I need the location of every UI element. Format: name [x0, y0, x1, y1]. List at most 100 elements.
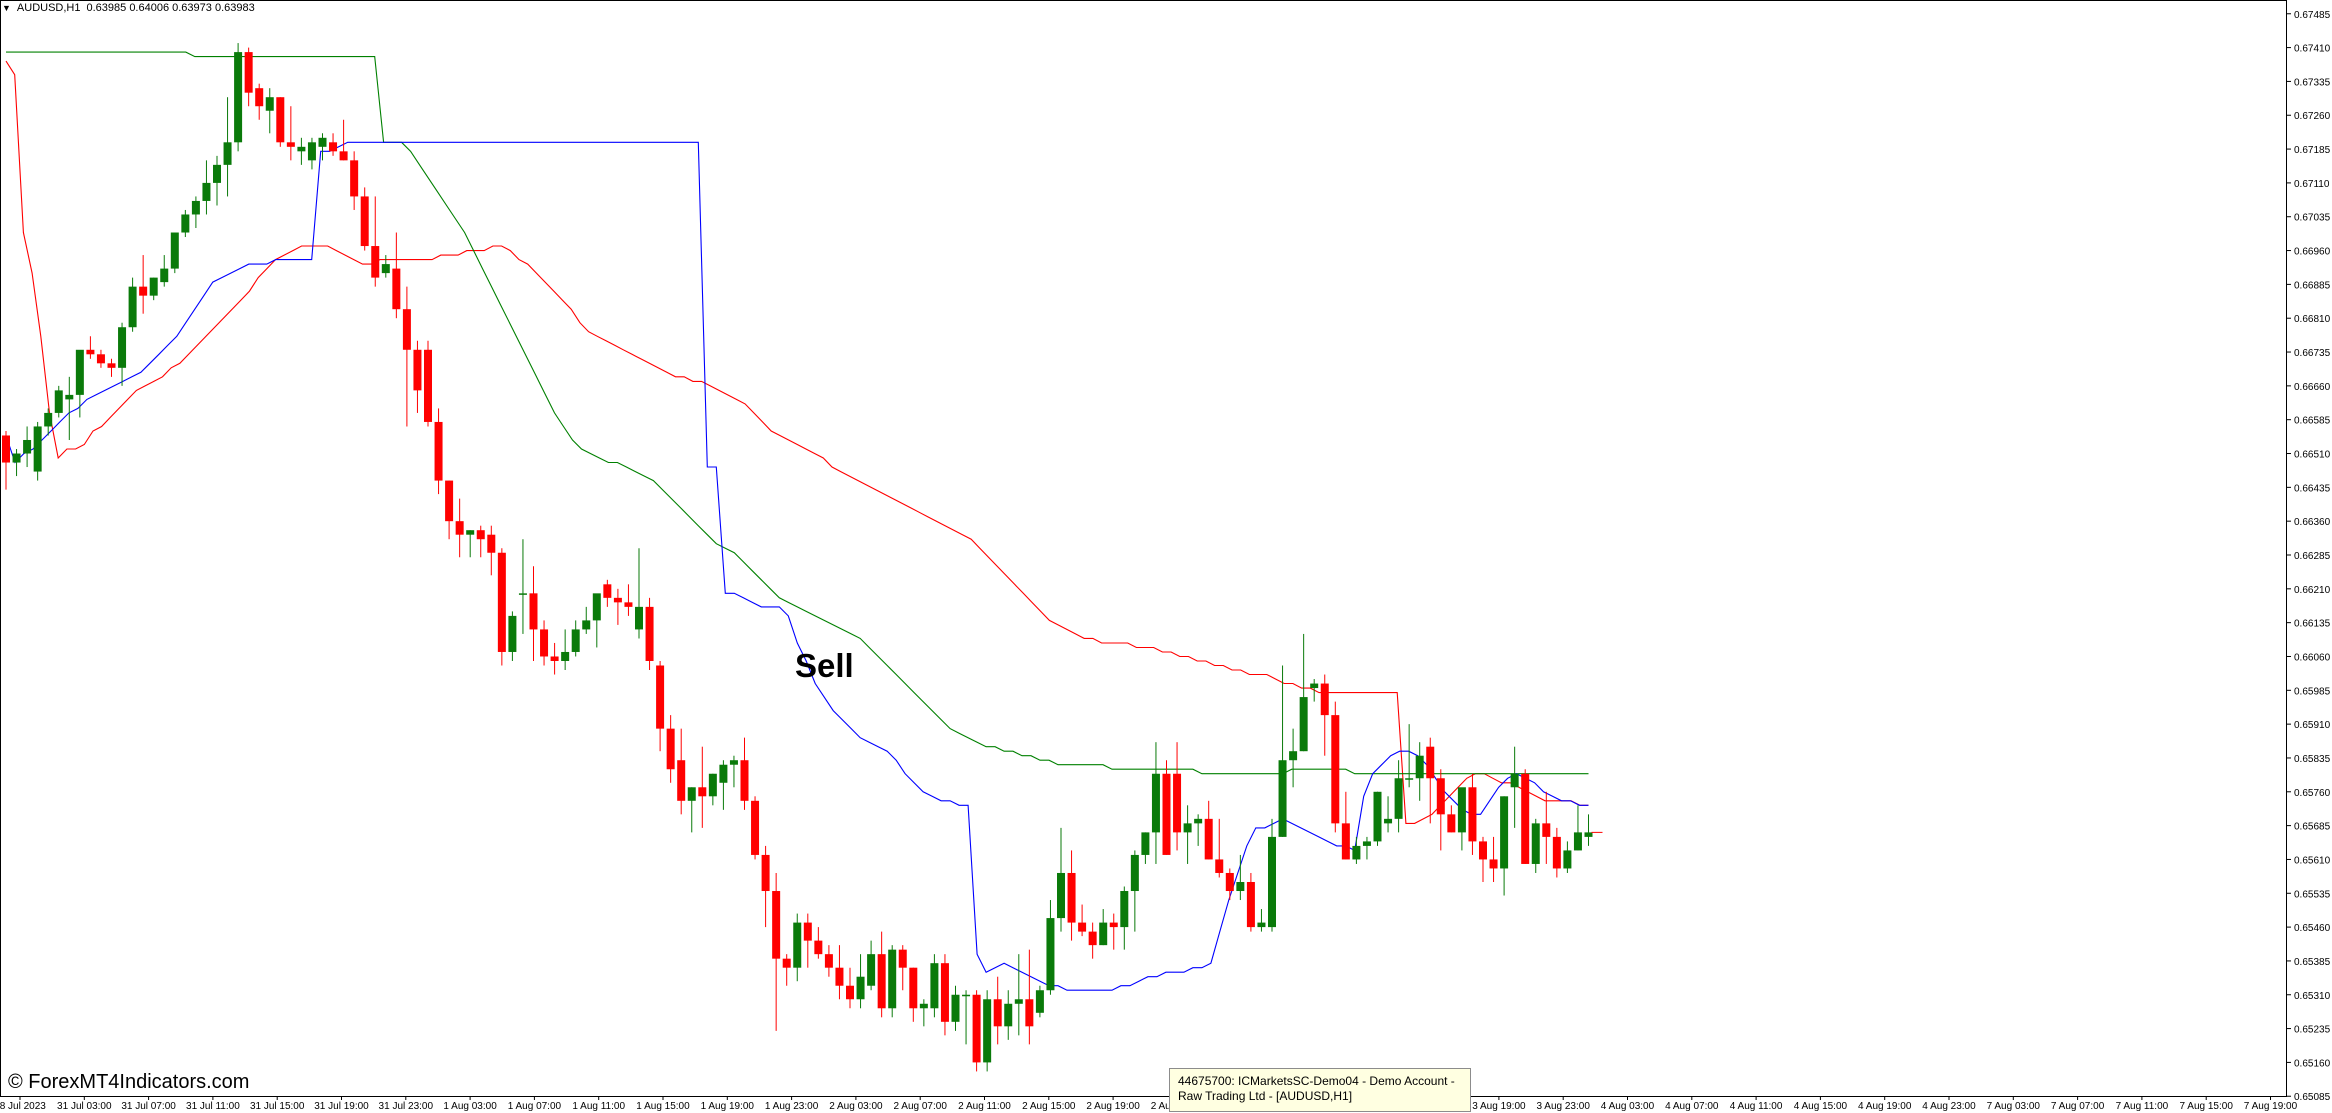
y-tick-label: 0.67335 — [2294, 77, 2331, 88]
candle — [392, 232, 401, 319]
candle-body — [1331, 715, 1340, 824]
candle — [867, 940, 876, 991]
candle-body — [476, 530, 485, 540]
y-tick-label: 0.66585 — [2294, 416, 2331, 427]
candle-body — [1436, 778, 1445, 815]
candle — [1584, 814, 1593, 846]
candle-body — [213, 164, 221, 183]
candle-body — [1204, 818, 1213, 860]
candle — [2, 430, 10, 490]
x-tick-label: 3 Aug 19:00 — [1472, 1101, 1526, 1112]
candle-body — [561, 651, 570, 661]
candle — [1447, 805, 1456, 833]
watermark-text: © ForexMT4Indicators.com — [8, 1071, 250, 1093]
candle — [635, 548, 643, 639]
candle — [12, 449, 21, 477]
candle — [434, 408, 443, 495]
candle-body — [846, 985, 854, 1000]
candle-body — [635, 606, 643, 630]
candle-body — [1457, 787, 1466, 833]
y-tick-label: 0.67410 — [2294, 44, 2331, 55]
candle-body — [624, 602, 633, 607]
x-tick-label: 2 Aug 07:00 — [894, 1101, 948, 1112]
x-tick-label: 4 Aug 19:00 — [1858, 1101, 1912, 1112]
candle — [582, 606, 591, 634]
tooltip-line-1: 44675700: ICMarketsSC-Demo04 - Demo Acco… — [1178, 1074, 1455, 1088]
candle — [782, 954, 791, 986]
candle-body — [286, 142, 295, 147]
y-tick-label: 0.66735 — [2294, 348, 2331, 359]
candle — [835, 945, 844, 1000]
candle — [550, 642, 559, 675]
candle-body — [1426, 746, 1435, 779]
candle — [44, 408, 53, 436]
candle — [381, 255, 390, 278]
candle — [1320, 674, 1329, 756]
candle-body — [2, 435, 10, 463]
y-tick-label: 0.65085 — [2294, 1092, 2331, 1103]
candle-body — [1194, 818, 1203, 824]
candle — [940, 954, 949, 1036]
candle-body — [1236, 881, 1245, 892]
candle — [1004, 990, 1013, 1040]
candle-body — [1109, 922, 1118, 928]
candle — [1384, 796, 1393, 833]
y-tick-label: 0.65460 — [2294, 923, 2331, 934]
candle-body — [160, 268, 169, 283]
candle — [1035, 985, 1044, 1018]
candle — [128, 277, 137, 332]
x-tick-label: 7 Aug 03:00 — [1987, 1101, 2041, 1112]
candle — [814, 927, 823, 959]
candle-body — [698, 787, 707, 797]
symbol-label: AUDUSD,H1 — [16, 2, 81, 14]
x-tick-label: 31 Jul 07:00 — [121, 1101, 176, 1112]
candle — [265, 88, 274, 134]
candle-body — [392, 268, 401, 310]
candle-body — [1415, 755, 1424, 779]
x-tick-label: 2 Aug 19:00 — [1086, 1101, 1140, 1112]
candle-body — [1352, 845, 1361, 860]
y-tick-label: 0.65760 — [2294, 788, 2331, 799]
y-tick-label: 0.66885 — [2294, 280, 2331, 291]
candle-body — [1215, 859, 1224, 873]
candle — [571, 620, 580, 657]
candle-body — [740, 760, 749, 801]
x-tick-label: 1 Aug 07:00 — [508, 1101, 562, 1112]
candle-body — [898, 949, 907, 968]
candle-body — [1542, 823, 1551, 837]
candle — [424, 340, 432, 427]
candle-body — [1510, 773, 1519, 788]
x-tick-label: 1 Aug 03:00 — [443, 1101, 497, 1112]
x-tick-label: 31 Jul 19:00 — [314, 1101, 369, 1112]
y-tick-label: 0.65685 — [2294, 822, 2331, 833]
candle-body — [677, 760, 686, 801]
y-tick-label: 0.67035 — [2294, 213, 2331, 224]
x-tick-label: 4 Aug 07:00 — [1665, 1101, 1719, 1112]
y-tick-label: 0.66360 — [2294, 517, 2331, 528]
candle-body — [223, 142, 232, 165]
dropdown-triangle-icon[interactable]: ▼ — [2, 3, 11, 13]
candle-body — [1120, 891, 1129, 928]
candle — [856, 954, 865, 1009]
candle — [75, 349, 84, 418]
candle-body — [1531, 823, 1540, 864]
candle — [888, 945, 897, 1018]
candle-body — [33, 426, 42, 472]
x-tick-label: 4 Aug 03:00 — [1601, 1101, 1655, 1112]
candle-body — [1310, 683, 1319, 689]
candle-body — [814, 940, 823, 955]
x-tick-label: 1 Aug 19:00 — [701, 1101, 755, 1112]
candle — [413, 340, 422, 413]
candle — [803, 913, 812, 968]
candle — [329, 133, 338, 156]
candle-body — [1004, 1003, 1013, 1027]
x-tick-label: 4 Aug 15:00 — [1794, 1101, 1848, 1112]
y-tick-label: 0.67260 — [2294, 111, 2331, 122]
candle-body — [1299, 697, 1308, 752]
candle — [898, 945, 907, 991]
candle-body — [571, 629, 580, 652]
candle — [708, 773, 717, 806]
